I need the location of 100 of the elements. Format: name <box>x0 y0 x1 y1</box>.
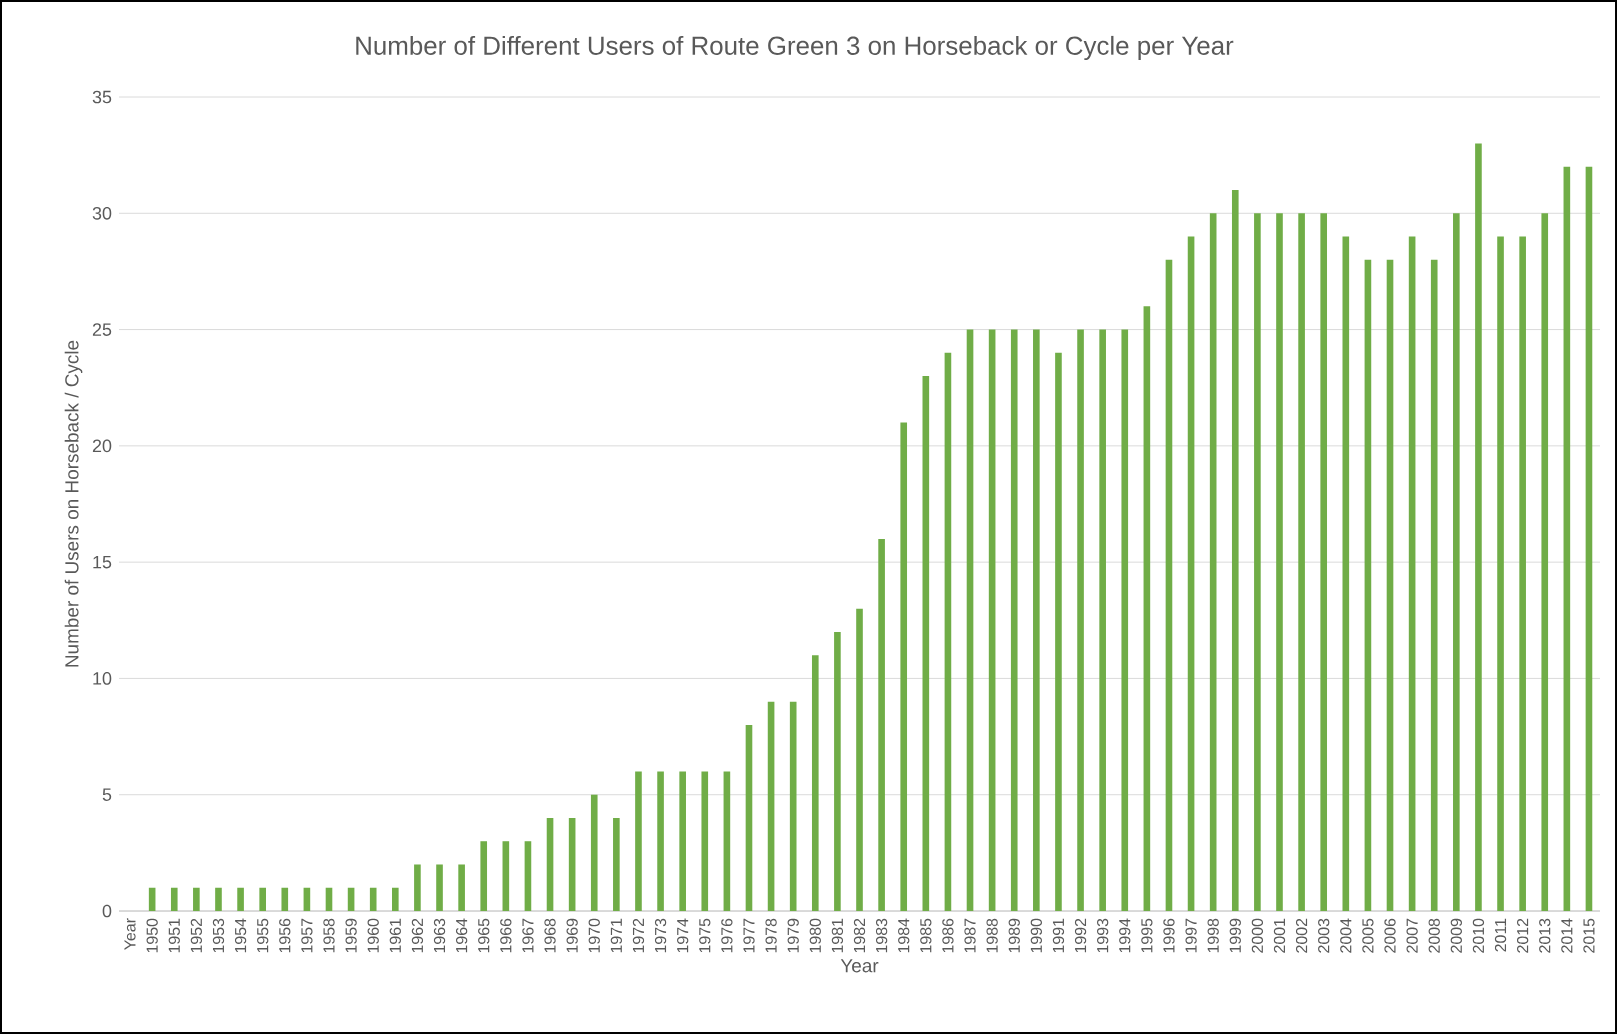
bar <box>966 329 974 911</box>
bar <box>878 538 885 911</box>
x-tick-label: 1976 <box>721 918 733 953</box>
x-tick-label: 2010 <box>1472 918 1485 953</box>
x-tick-label: 1951 <box>168 918 180 953</box>
x-tick-label: 1987 <box>964 918 976 953</box>
bar <box>1055 352 1062 911</box>
bar <box>1430 259 1438 911</box>
x-tick-label: 1966 <box>500 918 512 953</box>
x-tick-label: 1970 <box>588 918 600 953</box>
bar <box>635 771 642 911</box>
bar <box>325 887 333 911</box>
x-tick-label: 1984 <box>898 918 910 953</box>
x-tick-label: 1950 <box>146 918 158 953</box>
x-tick-label: 1986 <box>942 918 954 953</box>
y-axis-title: Number of Users on Horseback / Cycle <box>64 340 83 667</box>
x-tick-label: 2012 <box>1517 918 1529 953</box>
bar <box>679 771 686 911</box>
x-tick-label: 2013 <box>1539 918 1551 953</box>
bar <box>1010 329 1018 911</box>
bar <box>1320 213 1328 911</box>
x-tick-label: 1972 <box>632 918 645 953</box>
bar <box>856 608 863 911</box>
bar <box>767 701 775 911</box>
bar <box>1077 329 1084 911</box>
x-tick-label: 2008 <box>1428 918 1440 953</box>
x-tick-label: 2006 <box>1384 918 1396 953</box>
bar <box>458 864 465 911</box>
bar <box>1563 166 1571 911</box>
x-tick-label: 2003 <box>1318 918 1330 953</box>
bar <box>1165 259 1173 911</box>
x-tick-label: 1988 <box>986 918 998 953</box>
bar <box>1519 236 1526 911</box>
bar <box>193 887 200 911</box>
bar <box>1585 166 1593 911</box>
bar <box>657 771 664 911</box>
x-tick-label: 1977 <box>743 918 755 953</box>
bar <box>347 887 355 911</box>
x-tick-label: 2004 <box>1340 918 1352 953</box>
bar <box>723 771 731 911</box>
y-tick-label: 25 <box>92 323 112 336</box>
x-tick-label: 2015 <box>1583 918 1595 953</box>
y-tick-label: 0 <box>102 904 112 918</box>
x-tick-label: 1959 <box>345 918 357 953</box>
bar <box>590 794 598 911</box>
bar <box>1121 329 1129 911</box>
bar <box>900 422 908 911</box>
x-tick-label: 1985 <box>920 918 932 953</box>
x-tick-label: 1983 <box>875 918 888 953</box>
bar <box>546 817 554 911</box>
bar <box>502 841 510 911</box>
x-tick-label: 1975 <box>699 918 711 953</box>
bar <box>215 887 222 911</box>
x-tick-label: 1998 <box>1207 918 1219 953</box>
x-tick-label: 1990 <box>1030 918 1042 953</box>
bar <box>1033 329 1040 911</box>
x-tick-label: 1952 <box>190 918 203 953</box>
bar <box>524 841 532 911</box>
bar <box>1209 213 1217 911</box>
bar <box>1276 213 1283 911</box>
bar <box>789 701 797 911</box>
bar <box>1408 236 1416 911</box>
x-tick-label: 1969 <box>566 918 578 953</box>
bar <box>701 771 709 911</box>
x-tick-label: 1974 <box>677 918 689 953</box>
x-tick-label: 2009 <box>1450 918 1462 953</box>
x-tick-label: 1962 <box>411 918 424 953</box>
x-tick-label: 1955 <box>257 918 269 953</box>
x-tick-label: 1956 <box>279 918 291 953</box>
x-tick-label: 1995 <box>1141 918 1153 953</box>
x-tick-label: 1994 <box>1119 918 1131 953</box>
bar <box>237 887 244 911</box>
x-tick-label: 1954 <box>234 918 247 953</box>
bar <box>148 887 156 911</box>
y-tick-label: 10 <box>93 672 112 685</box>
bar <box>303 887 311 911</box>
bar <box>1231 190 1239 911</box>
x-tick-label: 1963 <box>433 918 446 953</box>
bar <box>1497 236 1504 911</box>
x-tick-label: 1965 <box>478 918 490 953</box>
x-tick-label: 1992 <box>1074 918 1087 953</box>
bar <box>1475 143 1482 911</box>
bar <box>811 655 819 911</box>
bar <box>944 352 952 911</box>
x-tick-label: 1980 <box>809 918 821 953</box>
x-tick-label: 1997 <box>1185 918 1197 953</box>
bar <box>1298 213 1305 911</box>
bar <box>1364 259 1372 911</box>
x-tick-label: 1960 <box>367 918 379 953</box>
x-tick-label: 1958 <box>323 918 335 953</box>
x-tick-label: 2011 <box>1494 918 1507 952</box>
x-tick-label: 2001 <box>1273 918 1286 953</box>
y-tick-label: 20 <box>92 439 112 453</box>
x-tick-label: 1979 <box>787 918 799 953</box>
bar <box>259 887 266 911</box>
bar <box>988 329 996 911</box>
bar <box>568 817 576 911</box>
x-tick-label: 1968 <box>544 918 556 953</box>
bar <box>922 376 930 911</box>
bar <box>834 631 841 911</box>
